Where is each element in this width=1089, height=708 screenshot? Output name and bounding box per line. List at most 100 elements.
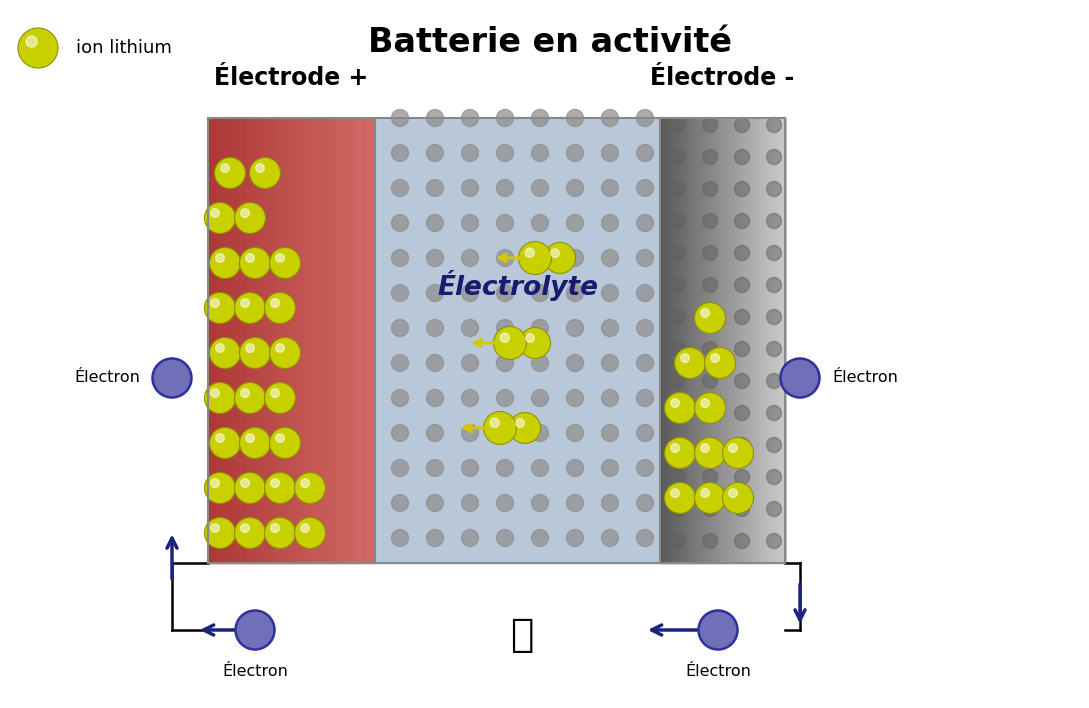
Circle shape [392,530,408,547]
Circle shape [531,110,549,127]
Bar [229,118,234,563]
Circle shape [636,459,653,476]
Circle shape [271,299,280,307]
Bar [299,118,305,563]
Circle shape [734,374,749,389]
Bar [745,118,748,563]
Bar [296,118,301,563]
Bar [254,118,259,563]
Circle shape [234,382,266,413]
Text: Électrode -: Électrode - [650,66,795,90]
Circle shape [497,215,514,232]
Bar [697,118,701,563]
Circle shape [734,278,749,292]
Circle shape [700,399,709,407]
Bar [363,118,368,563]
Bar [688,118,693,563]
Circle shape [462,249,478,266]
Circle shape [500,333,510,343]
Circle shape [241,389,249,397]
Circle shape [484,411,516,445]
Circle shape [209,338,241,368]
Circle shape [734,118,749,132]
Circle shape [671,246,685,261]
Bar [262,118,268,563]
Circle shape [702,214,718,229]
Circle shape [427,144,443,161]
Circle shape [241,209,249,217]
Circle shape [734,501,749,517]
Circle shape [246,434,255,442]
Circle shape [734,181,749,197]
Bar [333,118,339,563]
Bar [274,118,280,563]
Text: Électrode +: Électrode + [215,66,368,90]
Bar [769,118,773,563]
Bar [700,118,705,563]
Circle shape [392,459,408,476]
Circle shape [531,285,549,302]
Bar [342,118,346,563]
Circle shape [216,343,224,353]
Circle shape [246,343,255,353]
Bar [779,118,783,563]
Circle shape [531,389,549,406]
Circle shape [551,249,560,258]
Circle shape [729,489,737,498]
Circle shape [601,249,619,266]
Circle shape [734,469,749,484]
Circle shape [566,144,584,161]
Circle shape [636,389,653,406]
Bar [233,118,238,563]
Bar [350,118,355,563]
Circle shape [205,472,235,503]
Circle shape [636,319,653,336]
Circle shape [664,392,696,423]
Circle shape [601,459,619,476]
Circle shape [767,469,782,484]
Circle shape [241,524,249,532]
Circle shape [636,249,653,266]
Circle shape [671,438,685,452]
Bar [242,118,246,563]
Circle shape [636,425,653,442]
Circle shape [664,438,696,469]
Circle shape [702,534,718,549]
Circle shape [566,494,584,511]
Circle shape [210,524,219,532]
Circle shape [497,110,514,127]
Circle shape [601,425,619,442]
Bar [267,118,271,563]
Circle shape [636,180,653,197]
Circle shape [210,299,219,307]
Circle shape [702,501,718,517]
Circle shape [392,285,408,302]
Text: Électron: Électron [685,665,751,680]
Bar [358,118,364,563]
Bar [313,118,318,563]
Bar [695,118,698,563]
Circle shape [544,243,575,273]
Circle shape [26,36,37,47]
Circle shape [269,338,301,368]
Bar [710,118,714,563]
Circle shape [601,144,619,161]
Bar [325,118,330,563]
Circle shape [427,355,443,372]
Circle shape [767,374,782,389]
Circle shape [462,319,478,336]
Circle shape [392,180,408,197]
Circle shape [601,530,619,547]
Circle shape [671,341,685,357]
Circle shape [294,472,326,503]
Circle shape [702,149,718,164]
Circle shape [531,215,549,232]
Circle shape [636,530,653,547]
Bar [775,118,780,563]
Bar [678,118,683,563]
Circle shape [497,285,514,302]
Circle shape [636,285,653,302]
Circle shape [531,425,549,442]
Circle shape [240,338,270,368]
Bar [249,118,255,563]
